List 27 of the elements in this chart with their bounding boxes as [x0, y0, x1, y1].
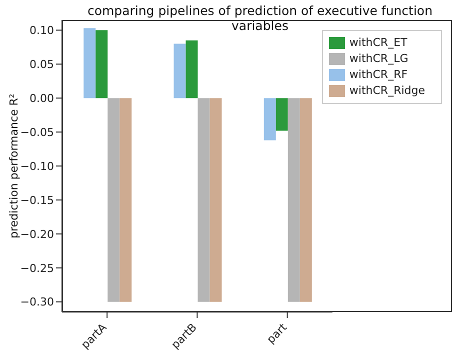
y-tick-label: −0.20 — [20, 228, 54, 241]
bar — [288, 98, 300, 302]
y-tick-label: −0.10 — [20, 160, 54, 173]
bar — [264, 98, 276, 140]
bar — [84, 28, 96, 98]
legend-label: withCR_RF — [349, 68, 408, 82]
y-tick-label: −0.25 — [20, 262, 54, 275]
y-tick-label: 0.10 — [30, 24, 54, 38]
bar — [210, 98, 222, 302]
y-tick-label: −0.30 — [20, 296, 54, 309]
bar — [276, 98, 288, 131]
bar — [198, 98, 210, 302]
bar — [174, 44, 186, 98]
chart-title: comparing pipelines of prediction of executive function variables — [86, 3, 434, 33]
y-axis-title: prediction performance R² — [8, 94, 20, 238]
y-tick-label: −0.15 — [20, 194, 54, 207]
bar — [96, 30, 108, 98]
legend-label: withCR_LG — [349, 52, 408, 66]
bar — [120, 98, 132, 302]
y-tick-label: −0.05 — [20, 126, 54, 139]
bar — [186, 40, 198, 98]
bar — [108, 98, 120, 302]
legend-label: withCR_ET — [349, 36, 408, 50]
y-tick-label: 0.00 — [30, 92, 54, 105]
bar — [300, 98, 312, 302]
legend-label: withCR_Ridge — [349, 84, 425, 98]
y-tick-label: 0.05 — [30, 58, 54, 72]
